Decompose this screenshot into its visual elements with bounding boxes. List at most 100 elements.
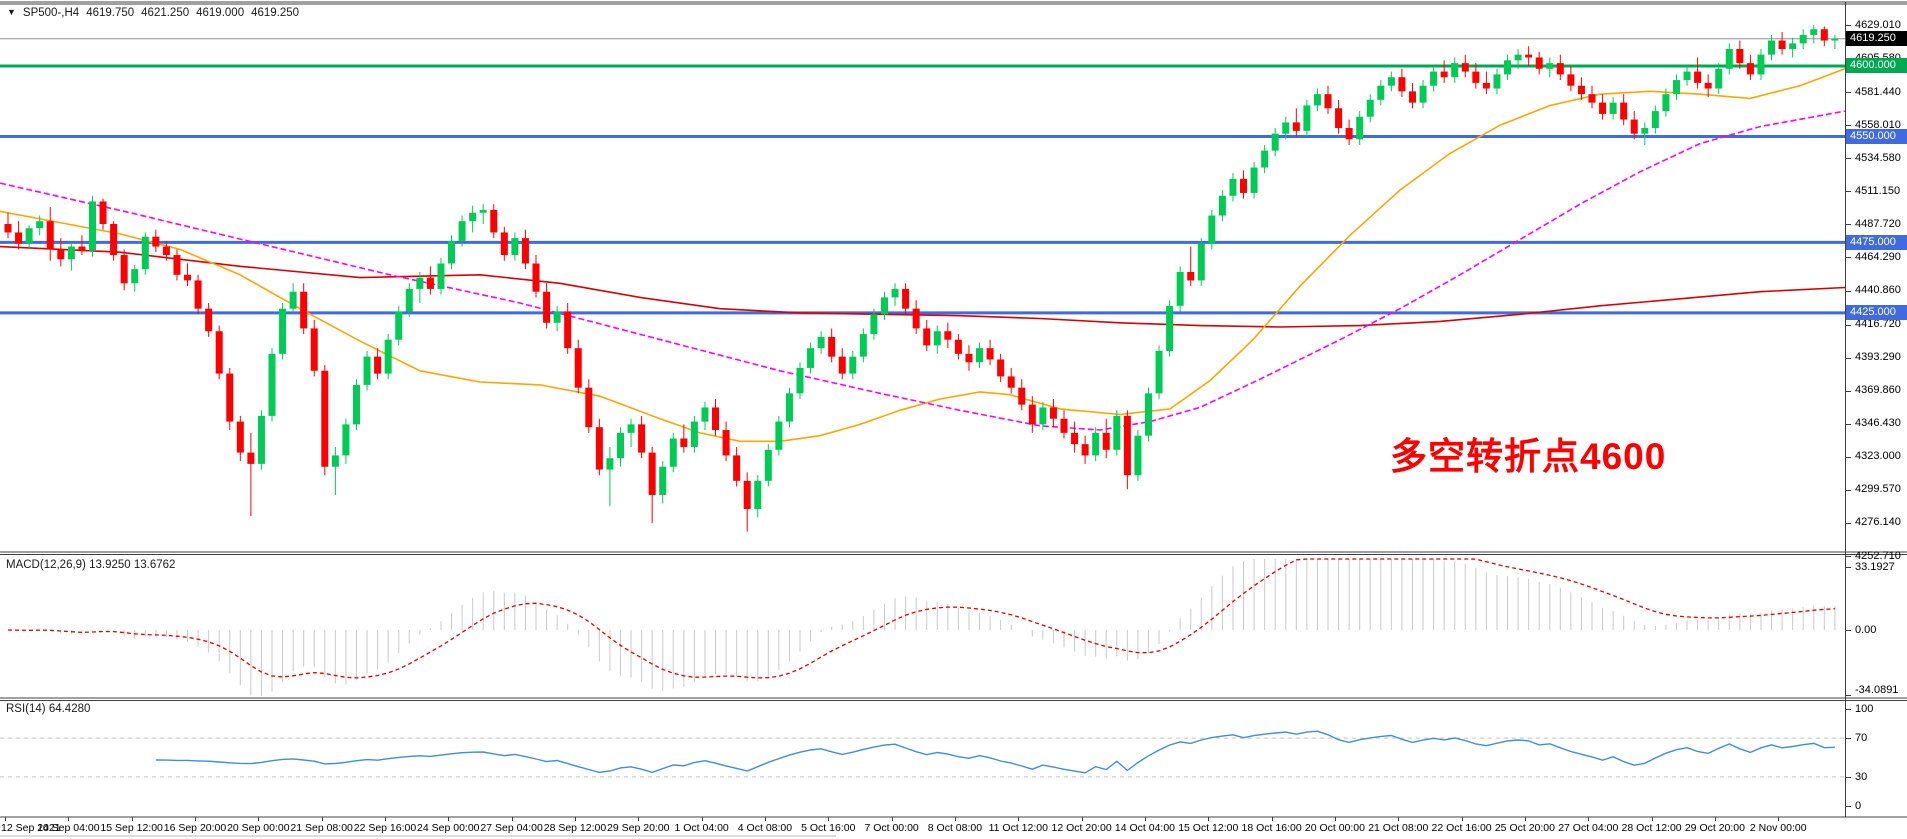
time-tick-label: 18 Oct 16:00 <box>1241 822 1302 834</box>
time-tick-label: 11 Oct 12:00 <box>988 822 1048 834</box>
axis-tick <box>1845 92 1851 94</box>
price-tick-label: 4487.720 <box>1855 217 1901 230</box>
time-tick-label: 5 Oct 16:00 <box>801 822 856 834</box>
ohlc-low: 4619.000 <box>196 7 245 19</box>
axis-tick <box>1845 125 1851 127</box>
time-tick-label: 27 Oct 04:00 <box>1558 822 1619 834</box>
time-tick-label: 8 Oct 08:00 <box>927 822 983 834</box>
price-tick-label: 4464.290 <box>1855 250 1901 263</box>
time-tick-label: 12 Oct 20:00 <box>1051 822 1112 834</box>
time-tick-label: 28 Sep 12:00 <box>543 822 607 834</box>
time-tick <box>1334 817 1336 821</box>
axis-tick <box>1845 224 1851 226</box>
time-tick <box>1271 817 1273 821</box>
price-tick-label: 4369.860 <box>1855 384 1901 397</box>
symbol-period-label: SP500-,H4 <box>22 7 80 19</box>
time-tick <box>1208 817 1210 821</box>
time-tick-label: 21 Oct 08:00 <box>1368 822 1429 834</box>
price-tick-label: 4299.570 <box>1855 483 1901 496</box>
time-tick <box>764 817 766 821</box>
symbol-header[interactable]: ▼ SP500-,H4 4619.750 4621.250 4619.000 4… <box>7 7 299 19</box>
time-tick <box>1651 817 1653 821</box>
time-tick-label: 22 Sep 16:00 <box>353 822 417 834</box>
axis-tick <box>1845 423 1851 425</box>
axis-tick <box>1845 709 1851 710</box>
time-tick <box>1778 817 1780 821</box>
axis-tick <box>1845 390 1851 392</box>
price-badge: 4550.000 <box>1846 128 1907 144</box>
time-tick-label: 20 Sep 00:00 <box>227 822 290 834</box>
axis-tick <box>1845 489 1851 491</box>
time-tick <box>828 817 830 821</box>
chart-text-annotation[interactable]: 多空转折点4600 <box>1390 436 1667 477</box>
axis-tick <box>1845 566 1851 568</box>
axis-tick <box>1845 556 1851 558</box>
rsi-indicator-label: RSI(14) 64.4280 <box>6 703 91 715</box>
time-tick-label: 25 Oct 20:00 <box>1494 822 1555 834</box>
macd-tick-label: 33.1927 <box>1855 560 1895 573</box>
time-tick-label: 29 Sep 20:00 <box>607 822 670 834</box>
time-tick <box>511 817 513 821</box>
price-tick-label: 4323.000 <box>1855 450 1901 463</box>
axis-tick <box>1845 630 1851 631</box>
price-tick-label: 4440.860 <box>1855 284 1901 297</box>
time-tick-label: 24 Sep 00:00 <box>417 822 480 834</box>
time-tick-label: 15 Sep 12:00 <box>100 822 163 834</box>
time-tick <box>258 817 260 821</box>
time-tick <box>574 817 576 821</box>
time-tick-label: 16 Sep 20:00 <box>163 822 227 834</box>
time-tick-label: 21 Sep 08:00 <box>290 822 353 834</box>
price-tick-label: 4276.140 <box>1855 516 1901 529</box>
axis-tick <box>1845 25 1851 26</box>
time-tick-label: 4 Oct 08:00 <box>737 822 793 834</box>
time-tick <box>1081 817 1083 821</box>
collapse-triangle-icon[interactable]: ▼ <box>7 7 16 17</box>
axis-tick <box>1845 776 1851 778</box>
time-tick <box>384 817 386 821</box>
rsi-tick-label: 70 <box>1855 732 1868 745</box>
time-tick <box>131 817 133 821</box>
axis-tick <box>1845 257 1851 259</box>
axis-tick <box>1845 191 1851 193</box>
time-tick <box>1524 817 1526 821</box>
time-tick-label: 22 Oct 16:00 <box>1431 822 1492 834</box>
time-tick <box>1144 817 1146 821</box>
time-tick-label: 12 Sep 2021 <box>1 822 61 834</box>
rsi-tick-label: 100 <box>1855 703 1874 715</box>
price-badge: 4600.000 <box>1846 58 1907 74</box>
price-tick-label: 4558.010 <box>1855 118 1901 131</box>
time-tick <box>891 817 893 821</box>
price-tick-label: 4581.440 <box>1855 85 1901 98</box>
axis-tick <box>1845 456 1851 458</box>
price-tick-label: 4416.720 <box>1855 318 1901 331</box>
axis-tick <box>1845 324 1851 326</box>
axis-tick <box>1845 158 1851 160</box>
axis-tick <box>1845 290 1851 292</box>
time-tick-label: 14 Sep 04:00 <box>37 822 100 834</box>
price-badge: 4425.000 <box>1846 305 1907 321</box>
time-tick-label: 27 Sep 04:00 <box>480 822 543 834</box>
macd-tick-label: 0.00 <box>1855 624 1877 636</box>
rsi-tick-label: 0 <box>1855 800 1862 812</box>
ohlc-open: 4619.750 <box>86 7 135 19</box>
ohlc-close: 4619.250 <box>251 7 300 19</box>
rsi-tick-label: 30 <box>1855 770 1868 783</box>
macd-indicator-label: MACD(12,26,9) 13.9250 13.6762 <box>6 559 176 571</box>
time-tick-label: 15 Oct 12:00 <box>1178 822 1239 834</box>
axis-tick <box>1845 738 1851 740</box>
time-tick <box>1018 817 1020 821</box>
time-tick <box>1714 817 1716 821</box>
macd-tick-label: -34.0891 <box>1855 684 1899 696</box>
axis-tick <box>1845 357 1851 359</box>
time-tick <box>1398 817 1400 821</box>
time-tick-label: 20 Oct 00:00 <box>1304 822 1365 834</box>
time-tick-label: 28 Oct 12:00 <box>1621 822 1682 834</box>
time-tick <box>701 817 703 821</box>
price-tick-label: 4252.710 <box>1855 549 1901 562</box>
price-tick-label: 4393.290 <box>1855 351 1901 364</box>
time-tick <box>448 817 450 821</box>
axis-tick <box>1845 806 1851 807</box>
price-badge: 4475.000 <box>1846 234 1907 250</box>
